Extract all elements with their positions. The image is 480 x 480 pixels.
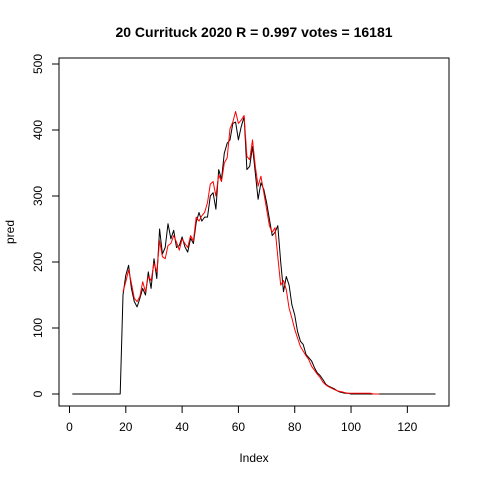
x-tick-label: 80: [288, 420, 302, 434]
y-tick-label: 0: [31, 390, 45, 397]
x-axis-label: Index: [239, 451, 268, 465]
x-axis: 0 20 40 60 80 100 120: [66, 405, 418, 434]
x-tick-label: 100: [341, 420, 361, 434]
x-tick-label: 40: [175, 420, 189, 434]
y-tick-label: 400: [31, 120, 45, 140]
series-layer: [72, 111, 436, 395]
y-axis-label: pred: [3, 220, 17, 244]
x-tick-label: 60: [232, 420, 246, 434]
x-tick-label: 0: [66, 420, 73, 434]
x-tick-label: 20: [119, 420, 133, 434]
series-line-2: [122, 111, 380, 395]
x-tick-label: 120: [397, 420, 417, 434]
y-tick-label: 100: [31, 318, 45, 338]
chart-title: 20 Currituck 2020 R = 0.997 votes = 1618…: [115, 24, 392, 40]
y-tick-label: 500: [31, 54, 45, 74]
y-axis: 0 100 200 300 400 500: [31, 54, 60, 397]
y-tick-label: 300: [31, 186, 45, 206]
y-tick-label: 200: [31, 252, 45, 272]
